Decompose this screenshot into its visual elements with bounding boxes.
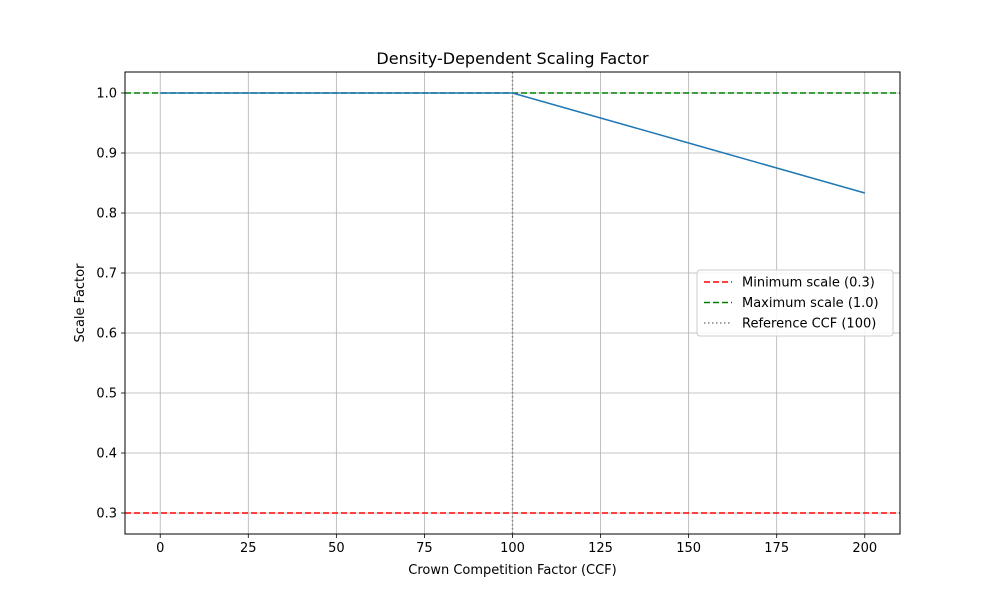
y-tick-label: 0.3 — [96, 507, 117, 522]
y-tick-label: 0.8 — [96, 207, 117, 222]
y-tick-label: 0.9 — [96, 147, 117, 162]
y-tick-label: 0.6 — [96, 327, 117, 342]
y-tick-label: 0.4 — [96, 447, 117, 462]
legend-entry: Maximum scale (1.0) — [742, 296, 879, 311]
x-tick-label: 100 — [500, 541, 525, 556]
series-line — [160, 92, 865, 194]
legend: Minimum scale (0.3) Maximum scale (1.0) Re… — [696, 269, 894, 337]
y-tick-label: 0.5 — [96, 387, 117, 402]
x-tick-label: 175 — [764, 541, 789, 556]
legend-box — [696, 269, 894, 337]
x-tick-label: 0 — [156, 541, 164, 556]
x-tick-label: 75 — [416, 541, 433, 556]
y-axis-label: Scale Factor — [73, 263, 88, 343]
ticks: 0 25 50 75 100 125 150 175 200 0.3 0.4 0.5 0.6 0.7 0.8… — [96, 87, 877, 557]
x-tick-label: 200 — [852, 541, 877, 556]
chart-title: Density-Dependent Scaling Factor — [376, 49, 649, 68]
y-tick-label: 1.0 — [96, 87, 117, 102]
legend-entry: Minimum scale (0.3) — [742, 276, 875, 291]
x-tick-label: 50 — [328, 541, 345, 556]
x-tick-label: 150 — [676, 541, 701, 556]
legend-entry: Reference CCF (100) — [742, 317, 876, 332]
x-tick-label: 125 — [588, 541, 613, 556]
series-layer — [160, 92, 865, 194]
x-tick-label: 25 — [240, 541, 257, 556]
y-tick-label: 0.7 — [96, 267, 117, 282]
x-axis-label: Crown Competition Factor (CCF) — [408, 563, 616, 578]
